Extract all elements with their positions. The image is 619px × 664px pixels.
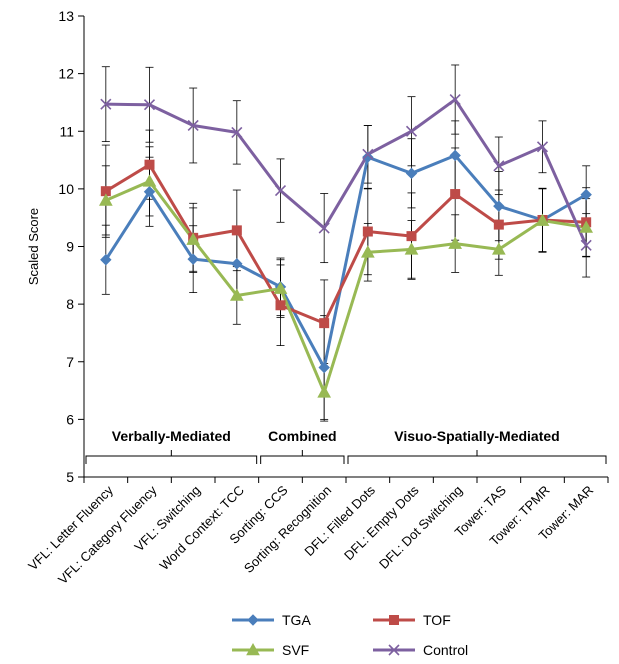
data-point <box>406 231 417 242</box>
data-point <box>404 242 419 255</box>
series-line-control <box>105 98 588 246</box>
series-line-svf <box>105 179 587 394</box>
y-tick-label: 10 <box>58 181 74 197</box>
data-point <box>405 167 418 180</box>
data-point <box>273 281 288 294</box>
legend-label: Control <box>423 642 468 658</box>
data-point <box>388 644 400 656</box>
group-label: Combined <box>268 428 336 444</box>
data-point <box>231 258 243 270</box>
legend-label: SVF <box>282 642 309 658</box>
data-point <box>491 242 506 255</box>
group-brackets: Verbally-Mediated Combined Visuo-Spatially… <box>85 428 607 464</box>
data-point <box>187 253 199 265</box>
group-bracket <box>260 450 345 464</box>
series-line-tga <box>104 153 587 370</box>
legend-label: TOF <box>423 612 451 628</box>
data-point <box>580 188 592 201</box>
legend-item: TGA <box>232 612 311 628</box>
legend-label: TGA <box>282 612 311 628</box>
y-tick-label: 8 <box>66 296 74 312</box>
axes: 5 6 7 8 9 10 11 12 13 Scaled Score <box>26 8 609 485</box>
data-point <box>247 614 259 626</box>
data-point <box>449 93 461 106</box>
series-lines <box>104 98 588 394</box>
category-label: DFL: Dot Switching <box>376 483 465 572</box>
data-point <box>100 186 111 197</box>
series-markers <box>98 93 594 398</box>
data-point <box>579 220 594 233</box>
y-tick-label: 9 <box>66 239 74 255</box>
y-tick-label: 11 <box>59 123 74 139</box>
data-point <box>142 174 157 187</box>
data-point <box>317 385 332 398</box>
data-point <box>360 245 375 258</box>
data-point <box>448 236 463 249</box>
data-point <box>98 193 113 206</box>
data-point <box>143 186 156 198</box>
data-point <box>318 222 330 234</box>
data-point <box>493 219 504 230</box>
y-tick-label: 6 <box>66 411 74 427</box>
group-bracket <box>347 450 607 464</box>
data-point <box>449 149 461 162</box>
y-tick-label: 13 <box>58 8 74 24</box>
data-point <box>143 99 156 111</box>
data-point <box>231 225 242 236</box>
category-label: Word Context: TCC <box>156 483 246 573</box>
group-label: Visuo-Spatially-Mediated <box>394 428 559 444</box>
data-point <box>231 126 243 138</box>
y-tick-label: 5 <box>66 469 74 485</box>
data-point <box>493 160 505 172</box>
data-point <box>100 254 112 266</box>
data-point <box>100 98 112 110</box>
data-point <box>144 159 155 170</box>
legend-item: SVF <box>232 642 309 658</box>
data-point <box>362 226 373 237</box>
legend-item: TOF <box>373 612 451 628</box>
data-point <box>580 239 592 251</box>
data-point <box>389 615 399 625</box>
data-point <box>362 148 374 160</box>
data-point <box>275 300 286 311</box>
data-point <box>319 318 330 329</box>
data-point <box>493 200 505 212</box>
legend-item: Control <box>373 642 468 658</box>
group-bracket <box>85 450 258 464</box>
y-axis-title: Scaled Score <box>26 208 41 285</box>
category-label: DFL: Empty Dots <box>341 482 422 563</box>
data-point <box>318 361 330 374</box>
series-line-tof <box>105 163 587 325</box>
data-point <box>362 151 374 163</box>
data-point <box>450 189 461 200</box>
data-point <box>274 185 287 197</box>
y-tick-label: 12 <box>58 66 74 82</box>
data-point <box>535 213 550 226</box>
legend: TGA TOF SVF Control <box>232 612 468 658</box>
data-point <box>229 288 244 301</box>
data-point <box>246 642 260 656</box>
data-point <box>536 141 549 153</box>
data-point <box>186 232 201 245</box>
y-tick-label: 7 <box>66 354 74 370</box>
group-label: Verbally-Mediated <box>112 428 231 444</box>
data-point <box>405 125 418 137</box>
data-point <box>187 119 199 132</box>
